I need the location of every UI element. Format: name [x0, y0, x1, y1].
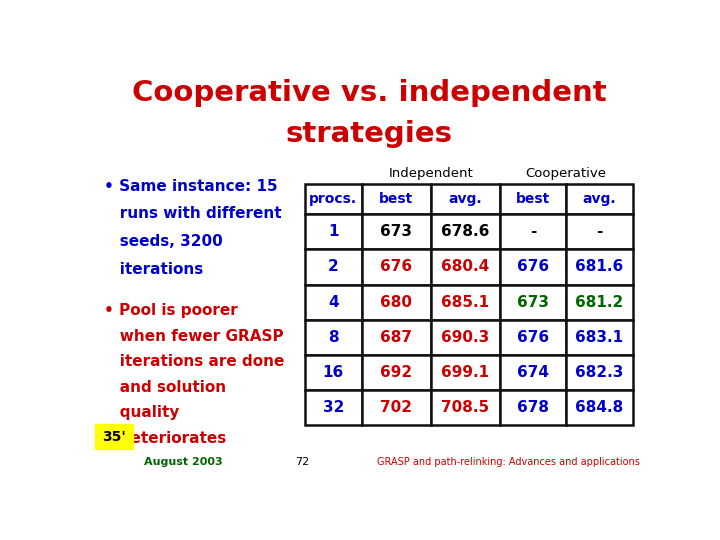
- Text: • Pool is poorer: • Pool is poorer: [104, 303, 238, 319]
- Bar: [566, 355, 632, 390]
- Bar: [566, 320, 632, 355]
- Bar: [566, 285, 632, 320]
- Bar: [94, 424, 133, 449]
- Text: avg.: avg.: [582, 192, 616, 206]
- Bar: [431, 355, 500, 390]
- Text: 676: 676: [517, 260, 549, 274]
- Text: iterations: iterations: [104, 262, 203, 277]
- Bar: [431, 184, 500, 214]
- Text: 708.5: 708.5: [441, 400, 490, 415]
- Bar: [305, 184, 362, 214]
- Bar: [500, 184, 566, 214]
- Bar: [500, 390, 566, 425]
- Bar: [362, 214, 431, 249]
- Text: 685.1: 685.1: [441, 295, 490, 309]
- Bar: [305, 320, 362, 355]
- Text: 673: 673: [380, 224, 413, 239]
- Text: best: best: [516, 192, 550, 206]
- Text: deteriorates: deteriorates: [104, 430, 226, 445]
- Bar: [566, 390, 632, 425]
- Bar: [431, 320, 500, 355]
- Text: avg.: avg.: [449, 192, 482, 206]
- Text: best: best: [379, 192, 413, 206]
- Text: 678: 678: [517, 400, 549, 415]
- Text: 2: 2: [328, 260, 338, 274]
- Bar: [431, 249, 500, 285]
- Bar: [500, 320, 566, 355]
- Bar: [500, 249, 566, 285]
- Text: Independent: Independent: [389, 167, 473, 180]
- Text: 687: 687: [380, 330, 413, 345]
- Text: 72: 72: [295, 457, 309, 467]
- Bar: [566, 184, 632, 214]
- Text: • Same instance: 15: • Same instance: 15: [104, 179, 278, 194]
- Text: 680: 680: [380, 295, 413, 309]
- Bar: [566, 249, 632, 285]
- Text: 684.8: 684.8: [575, 400, 624, 415]
- Text: 699.1: 699.1: [441, 365, 490, 380]
- Bar: [500, 285, 566, 320]
- Bar: [362, 184, 431, 214]
- Bar: [362, 390, 431, 425]
- Bar: [431, 214, 500, 249]
- Text: 1: 1: [328, 224, 338, 239]
- Text: quality: quality: [104, 405, 179, 420]
- Text: seeds, 3200: seeds, 3200: [104, 234, 222, 249]
- Text: Cooperative: Cooperative: [526, 167, 607, 180]
- Text: 35': 35': [102, 430, 126, 444]
- Bar: [500, 214, 566, 249]
- Bar: [362, 249, 431, 285]
- Text: 4: 4: [328, 295, 338, 309]
- Bar: [431, 390, 500, 425]
- Bar: [305, 285, 362, 320]
- Text: 683.1: 683.1: [575, 330, 624, 345]
- Bar: [305, 249, 362, 285]
- Text: -: -: [530, 224, 536, 239]
- Bar: [305, 390, 362, 425]
- Text: 676: 676: [380, 260, 413, 274]
- Text: 674: 674: [517, 365, 549, 380]
- Text: and solution: and solution: [104, 380, 226, 395]
- Text: 8: 8: [328, 330, 338, 345]
- Text: -: -: [596, 224, 603, 239]
- Text: 682.3: 682.3: [575, 365, 624, 380]
- Text: 678.6: 678.6: [441, 224, 490, 239]
- Text: 680.4: 680.4: [441, 260, 490, 274]
- Bar: [362, 320, 431, 355]
- Text: 692: 692: [380, 365, 413, 380]
- Text: 690.3: 690.3: [441, 330, 490, 345]
- Text: 32: 32: [323, 400, 344, 415]
- Text: GRASP and path-relinking: Advances and applications: GRASP and path-relinking: Advances and a…: [377, 457, 640, 467]
- Bar: [305, 355, 362, 390]
- Text: 681.6: 681.6: [575, 260, 624, 274]
- Text: Cooperative vs. independent: Cooperative vs. independent: [132, 79, 606, 107]
- Text: 702: 702: [380, 400, 413, 415]
- Bar: [500, 355, 566, 390]
- Text: 673: 673: [517, 295, 549, 309]
- Text: 16: 16: [323, 365, 344, 380]
- Bar: [305, 214, 362, 249]
- Text: iterations are done: iterations are done: [104, 354, 284, 369]
- Text: 681.2: 681.2: [575, 295, 624, 309]
- Text: procs.: procs.: [310, 192, 357, 206]
- Bar: [566, 214, 632, 249]
- Text: 676: 676: [517, 330, 549, 345]
- Text: August 2003: August 2003: [144, 457, 223, 467]
- Bar: [362, 285, 431, 320]
- Text: runs with different: runs with different: [104, 206, 282, 221]
- Bar: [362, 355, 431, 390]
- Bar: [431, 285, 500, 320]
- Text: strategies: strategies: [286, 120, 452, 148]
- Text: when fewer GRASP: when fewer GRASP: [104, 329, 284, 344]
